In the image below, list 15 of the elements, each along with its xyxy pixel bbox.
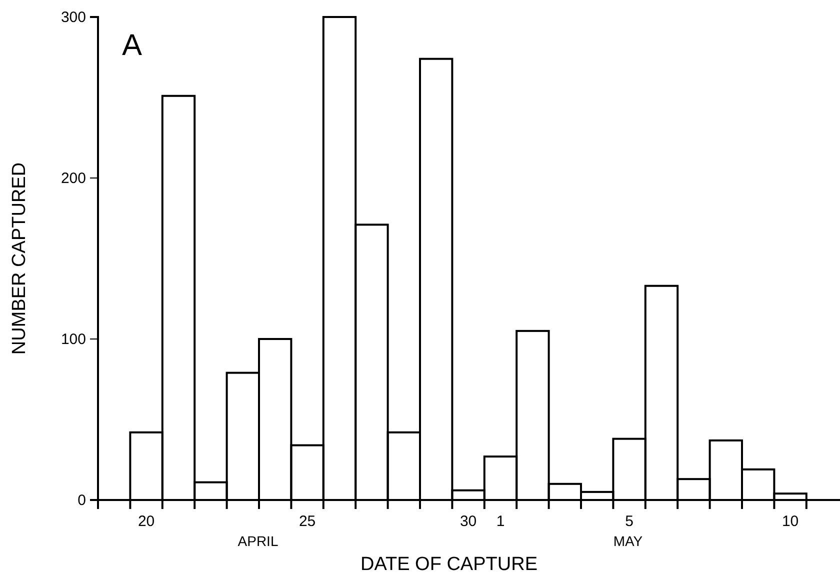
- y-tick-label: 0: [78, 492, 86, 509]
- y-tick-label: 100: [60, 330, 86, 348]
- x-tick-label: 10: [782, 513, 799, 530]
- x-tick-label: 20: [138, 513, 155, 530]
- y-tick-label: 300: [60, 8, 86, 26]
- text: MAY: [613, 533, 644, 549]
- x-tick-label: 1: [496, 513, 505, 530]
- x-tick-label: 30: [460, 513, 477, 530]
- x-tick-label: 5: [625, 513, 634, 530]
- x-tick-label: 25: [298, 513, 316, 530]
- chart-title: A: [122, 29, 142, 62]
- x-axis-title: DATE OF CAPTURE: [360, 554, 538, 575]
- y-axis-title: NUMBER CAPTURED: [9, 162, 30, 355]
- text: APRIL: [238, 533, 278, 549]
- y-tick-label: 200: [60, 170, 86, 187]
